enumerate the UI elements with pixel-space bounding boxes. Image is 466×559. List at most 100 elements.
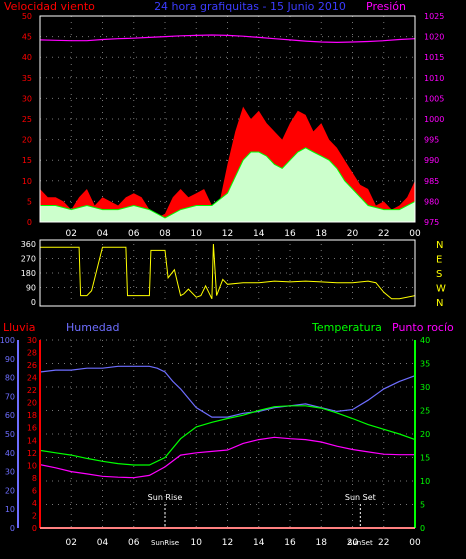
humidity-line: [39, 365, 416, 418]
sun-axis-label: SunSet: [348, 539, 373, 547]
hour-tick-label: 12: [222, 538, 233, 548]
hour-tick-label: 04: [97, 229, 109, 239]
humidity-tick-label: 80: [5, 374, 15, 383]
wind-direction-line: [40, 243, 416, 300]
pressure-tick-label: 975: [424, 218, 439, 227]
wind-speed-tick-label: 15: [22, 156, 32, 165]
pressure-axis-title: Presión: [366, 0, 406, 13]
wind-speed-tick-label: 5: [27, 197, 32, 206]
rain-tick-label: 4: [32, 499, 37, 508]
pressure-tick-label: 1020: [424, 33, 444, 42]
pressure-tick-label: 1015: [424, 53, 444, 62]
wind-speed-tick-label: 45: [22, 33, 32, 42]
wind-time-ticks: 02 04 06 08 10 12 14 16 18 20 22 00: [66, 229, 421, 239]
humidity-tick-label: 40: [5, 449, 15, 458]
rain-tick-label: 22: [27, 386, 37, 395]
humidity-ticks: 0 10 20 30 40 50 60 70 80 90 100: [0, 336, 15, 533]
temperature-tick-label: 10: [420, 477, 430, 486]
humidity-tick-label: 0: [10, 524, 15, 533]
climate-time-ticks: 02 04 06 10 12 14 16 18 20 22 00: [66, 538, 421, 548]
wind-speed-tick-label: 25: [22, 115, 32, 124]
rain-tick-label: 24: [27, 374, 37, 383]
humidity-tick-label: 30: [5, 468, 15, 477]
dewpoint-line: [39, 436, 415, 479]
rain-tick-label: 12: [27, 449, 37, 458]
wind-speed-tick-label: 40: [22, 53, 32, 62]
pressure-tick-label: 1010: [424, 74, 444, 83]
humidity-axis-title: Humedad: [66, 321, 119, 334]
wind-speed-axis-title: Velocidad viento: [4, 0, 95, 13]
sun-event-label: Sun Set: [345, 493, 376, 502]
hour-tick-label: 16: [284, 229, 296, 239]
rain-tick-label: 28: [27, 349, 37, 358]
humidity-tick-label: 60: [5, 411, 15, 420]
rain-tick-label: 20: [27, 399, 37, 408]
hour-tick-label: 14: [253, 229, 265, 239]
hour-tick-label: 10: [191, 538, 203, 548]
hour-tick-label: 06: [128, 538, 140, 548]
degree-tick-label: 90: [26, 284, 36, 293]
temperature-tick-label: 20: [420, 430, 430, 439]
temperature-tick-label: 30: [420, 383, 430, 392]
pressure-tick-label: 990: [424, 156, 439, 165]
hour-tick-label: 22: [378, 229, 389, 239]
humidity-tick-label: 10: [5, 505, 15, 514]
temperature-axis-title: Temperatura: [311, 321, 382, 334]
temperature-tick-label: 40: [420, 336, 430, 345]
rain-tick-label: 16: [27, 424, 37, 433]
humidity-tick-label: 90: [5, 355, 15, 364]
average-wind-line: [40, 147, 416, 219]
rain-axis-title: Lluvia: [3, 321, 35, 334]
temperature-tick-label: 35: [420, 360, 430, 369]
temperature-tick-label: 25: [420, 407, 430, 416]
temperature-tick-label: 15: [420, 454, 430, 463]
hour-tick-label: 02: [66, 229, 77, 239]
compass-label: N: [436, 298, 443, 309]
wind-speed-tick-label: 50: [22, 12, 32, 21]
sun-annotations: Sun Rise SunRise Sun Set SunSet: [148, 493, 376, 547]
wind-pressure-panel: 24 hora grafiquitas - 15 Junio 2010 Velo…: [4, 0, 444, 239]
wind-speed-tick-label: 35: [22, 74, 32, 83]
climate-grid: [40, 339, 415, 528]
rain-tick-label: 10: [27, 461, 37, 470]
direction-frame: [39, 239, 416, 307]
hour-tick-label: 06: [128, 229, 140, 239]
chart-title: 24 hora grafiquitas - 15 Junio 2010: [154, 0, 346, 13]
rain-tick-label: 30: [27, 336, 37, 345]
pressure-tick-label: 980: [424, 197, 439, 206]
rain-tick-label: 18: [27, 411, 37, 420]
wind-speed-tick-label: 30: [22, 94, 32, 103]
pressure-line: [39, 34, 416, 44]
wind-speed-tick-label: 0: [27, 218, 32, 227]
compass-label: E: [436, 255, 442, 266]
hour-tick-label: 22: [378, 538, 389, 548]
wind-plot-area: [39, 34, 416, 222]
wind-speed-tick-label: 20: [22, 136, 32, 145]
temperature-tick-label: 5: [420, 501, 425, 510]
direction-plot-area: [40, 243, 416, 300]
climate-panel: Lluvia Humedad Temperatura Punto rocío 0…: [0, 321, 454, 548]
wind-speed-tick-label: 10: [22, 177, 32, 186]
hour-tick-label: 18: [316, 229, 328, 239]
compass-label: S: [436, 269, 442, 280]
hour-tick-label: 20: [347, 538, 359, 548]
humidity-tick-label: 20: [5, 486, 15, 495]
temperature-line: [39, 405, 416, 466]
hour-tick-label: 04: [97, 538, 109, 548]
humidity-tick-label: 100: [0, 336, 15, 345]
temperature-tick-label: 0: [420, 524, 425, 533]
pressure-tick-label: 985: [424, 177, 439, 186]
rain-tick-label: 26: [27, 361, 37, 370]
hour-tick-label: 16: [284, 538, 296, 548]
pressure-ticks: 975 980 985 990 995 1000 1005 1010 1015 1020 1025: [424, 12, 444, 227]
degree-tick-label: 360: [21, 240, 36, 249]
rain-tick-label: 14: [27, 436, 37, 445]
hour-tick-label: 00: [409, 538, 421, 548]
pressure-tick-label: 1000: [424, 115, 444, 124]
sun-event-label: Sun Rise: [148, 493, 183, 502]
sun-axis-label: SunRise: [151, 539, 179, 547]
dewpoint-axis-title: Punto rocío: [392, 321, 454, 334]
